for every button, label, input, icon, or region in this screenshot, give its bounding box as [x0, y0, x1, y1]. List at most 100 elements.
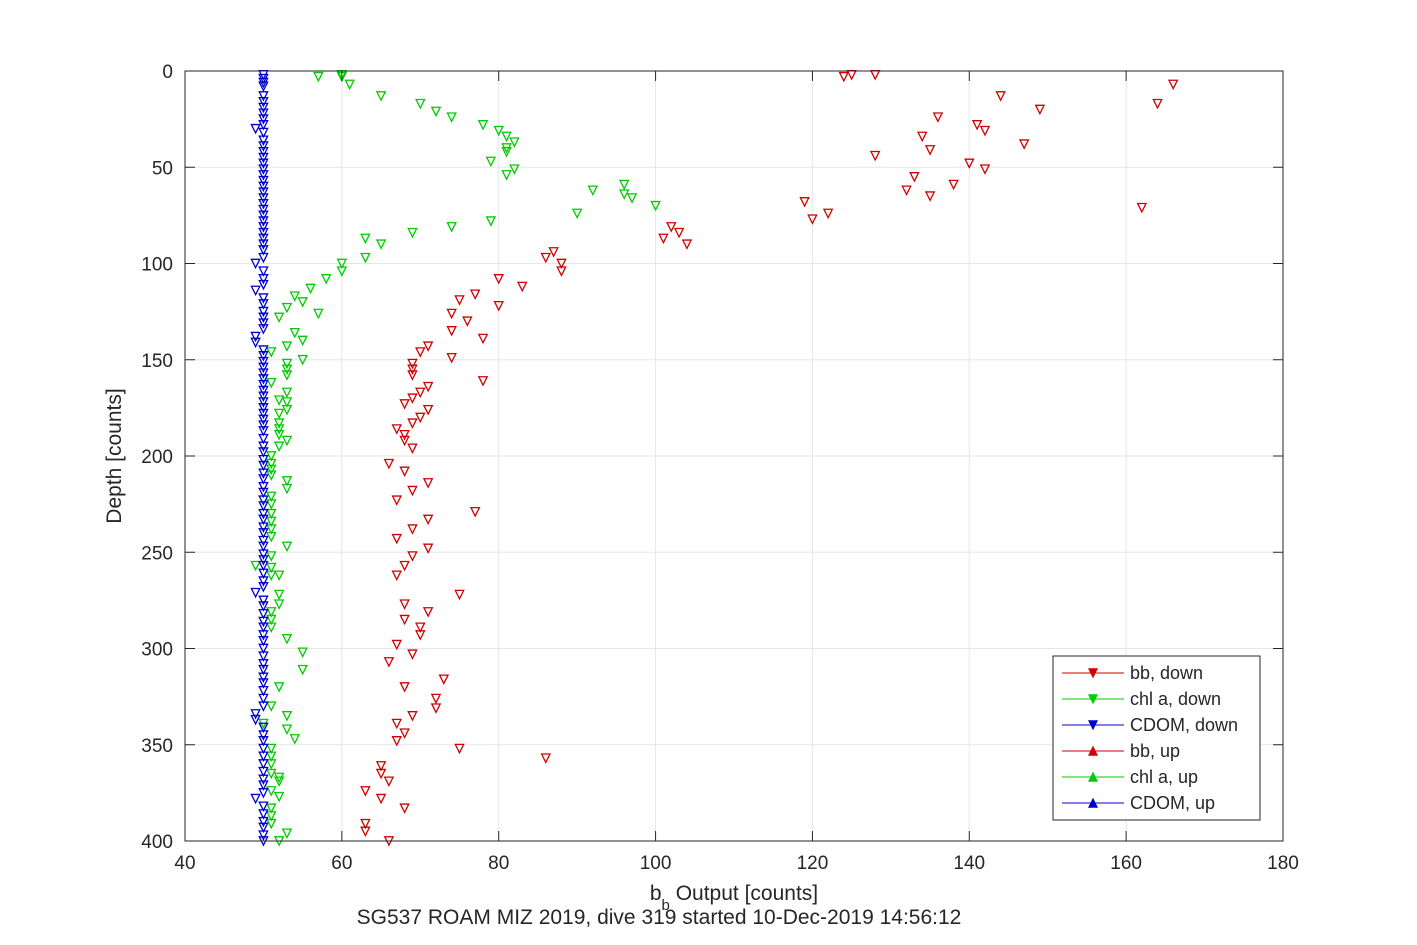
- data-point: [258, 522, 269, 533]
- data-point: [869, 150, 881, 162]
- data-point: [807, 214, 818, 225]
- data-point: [266, 768, 277, 780]
- data-point: [258, 414, 269, 426]
- data-point: [273, 791, 285, 803]
- data-point: [258, 528, 269, 539]
- data-point: [281, 476, 293, 487]
- y-tick-label: 300: [141, 640, 173, 661]
- data-point: [258, 368, 269, 379]
- data-point: [391, 495, 403, 506]
- data-point: [258, 678, 269, 689]
- data-point: [258, 454, 269, 466]
- data-point: [266, 508, 277, 520]
- data-point: [399, 614, 410, 626]
- legend-label: CDOM, up: [1130, 793, 1215, 813]
- data-point: [273, 682, 285, 693]
- data-point: [1167, 79, 1179, 91]
- data-point: [438, 674, 450, 685]
- data-point: [415, 98, 426, 110]
- data-point: [258, 508, 269, 520]
- data-point: [258, 759, 269, 770]
- data-point: [485, 156, 497, 168]
- data-point: [258, 664, 269, 676]
- data-point: [258, 730, 269, 741]
- data-point: [258, 441, 269, 453]
- data-point: [799, 197, 810, 208]
- data-point: [430, 693, 442, 705]
- data-point: [258, 474, 269, 485]
- legend-box: [1052, 655, 1261, 821]
- x-tick-label: 40: [174, 853, 195, 874]
- y-tick-label: 200: [141, 447, 173, 468]
- data-point: [501, 170, 512, 181]
- data-point: [556, 266, 567, 277]
- data-point: [266, 377, 277, 389]
- data-point: [250, 258, 261, 270]
- data-point: [556, 258, 567, 270]
- data-point: [266, 470, 277, 481]
- data-point: [250, 560, 261, 572]
- data-point: [258, 193, 269, 204]
- data-point: [266, 516, 277, 528]
- data-point: [360, 826, 371, 838]
- data-point: [320, 274, 332, 285]
- data-point: [258, 549, 269, 560]
- data-point: [258, 780, 269, 791]
- data-point: [266, 458, 277, 470]
- x-tick-label: 160: [1110, 853, 1142, 874]
- data-point: [422, 514, 434, 526]
- data-point: [454, 589, 465, 601]
- data-point: [258, 146, 269, 158]
- data-point: [273, 424, 285, 435]
- data-point: [266, 818, 277, 830]
- data-point: [422, 404, 434, 416]
- data-point: [258, 81, 269, 93]
- data-point: [658, 233, 669, 245]
- data-point: [399, 399, 410, 410]
- data-point: [289, 291, 301, 302]
- series-bb-down: [360, 70, 1179, 847]
- y-tick-label: 350: [141, 736, 173, 757]
- data-point: [407, 418, 418, 429]
- data-point: [979, 125, 991, 137]
- data-point: [422, 607, 434, 618]
- data-point: [258, 822, 269, 834]
- data-point: [626, 193, 638, 204]
- data-point: [297, 354, 308, 366]
- y-axis-label: Depth [counts]: [103, 388, 126, 523]
- data-point: [971, 120, 983, 131]
- data-point: [258, 643, 269, 655]
- data-point: [273, 599, 285, 610]
- data-point: [477, 120, 489, 131]
- data-point: [266, 786, 277, 797]
- legend-label: bb, up: [1130, 741, 1180, 761]
- data-point: [258, 609, 269, 620]
- data-point: [258, 114, 269, 125]
- data-point: [462, 316, 473, 327]
- data-point: [540, 252, 552, 264]
- data-point: [258, 766, 269, 778]
- data-point: [469, 289, 481, 300]
- data-point: [258, 379, 269, 391]
- data-point: [281, 435, 293, 447]
- data-point: [258, 830, 269, 841]
- data-point: [258, 595, 269, 607]
- data-point: [266, 701, 277, 712]
- data-point: [258, 293, 269, 304]
- data-point: [258, 96, 269, 108]
- data-point: [281, 364, 293, 376]
- data-point: [258, 152, 269, 164]
- data-point: [650, 200, 661, 212]
- data-point: [305, 283, 316, 295]
- data-point: [266, 532, 277, 543]
- data-point: [422, 543, 434, 555]
- data-point: [454, 295, 465, 306]
- data-point: [407, 443, 418, 454]
- data-point: [422, 381, 434, 393]
- data-point: [313, 308, 324, 320]
- data-point: [258, 816, 269, 828]
- data-point: [383, 776, 395, 787]
- data-point: [258, 312, 269, 324]
- data-point: [258, 356, 269, 368]
- data-point: [258, 91, 269, 102]
